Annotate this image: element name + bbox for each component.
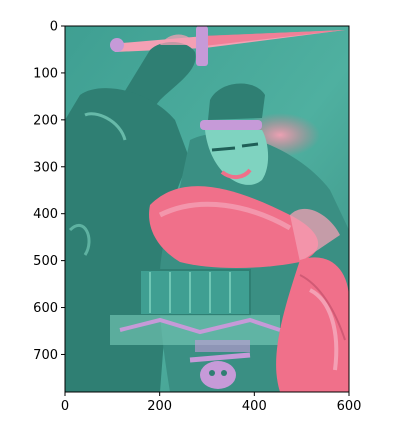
image-plot-area <box>65 26 349 392</box>
axes-frame <box>64 25 350 393</box>
y-tick-label: 400 <box>33 207 58 222</box>
x-tick-label: 200 <box>147 399 172 414</box>
armor-plates <box>110 269 281 345</box>
y-axis: 0 100 200 300 400 500 600 700 <box>33 20 65 363</box>
x-tick-label: 600 <box>337 399 362 414</box>
y-tick-label: 600 <box>33 301 58 316</box>
y-tick-label: 200 <box>33 113 58 128</box>
y-tick-label: 100 <box>33 66 58 81</box>
y-tick-label: 0 <box>50 20 58 35</box>
y-tick-label: 300 <box>33 160 58 175</box>
x-tick-label: 0 <box>61 399 69 414</box>
y-tick-label: 500 <box>33 254 58 269</box>
x-tick-label: 400 <box>242 399 267 414</box>
y-tick-label: 700 <box>33 348 58 363</box>
x-axis: 0 200 400 600 <box>61 392 362 414</box>
